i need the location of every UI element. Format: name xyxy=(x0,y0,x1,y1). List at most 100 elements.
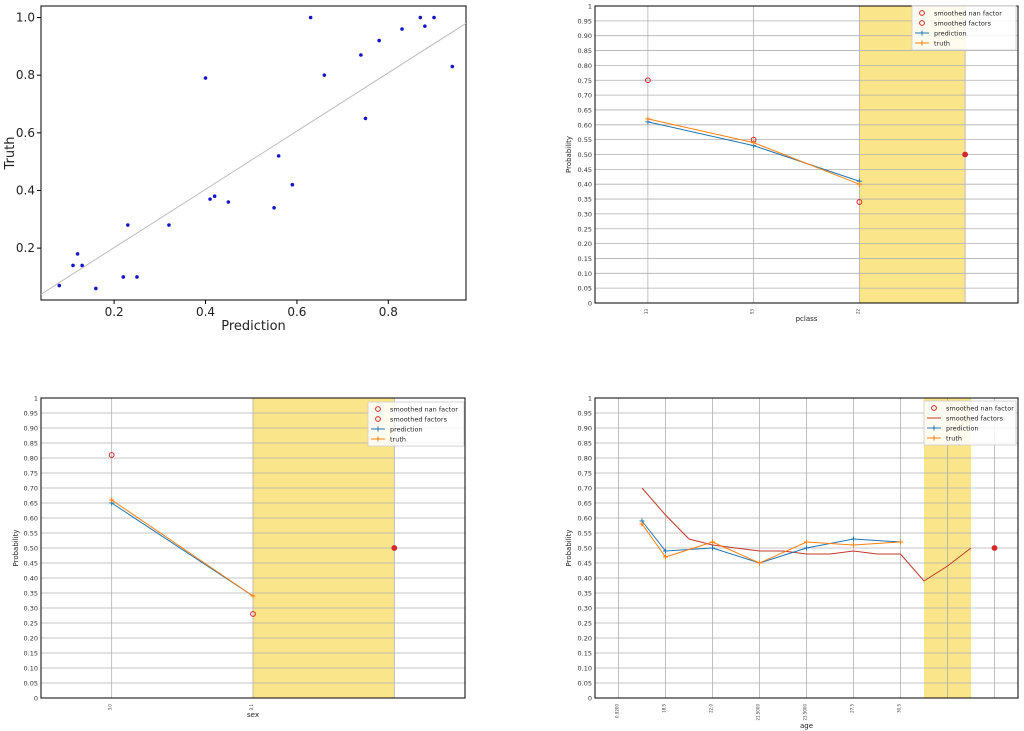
data-point xyxy=(663,548,668,554)
age-probability-chart: 0 0.05 0.10 0.15 0.20 0.25 0.30 0.35 0.40 0.45 0.5… xyxy=(565,395,1019,730)
y-tick-label: 0.35 xyxy=(578,196,592,204)
scatter-point xyxy=(135,275,139,279)
x-axis-label: sex xyxy=(247,711,259,719)
series-line-prediction xyxy=(641,520,901,564)
y-tick-label: 0.70 xyxy=(578,92,592,100)
y-tick-label: 0.25 xyxy=(578,225,592,233)
x-tick-label: 0.2 xyxy=(105,305,124,319)
x-tick-label: 22.0 xyxy=(709,704,714,713)
legend-label: prediction xyxy=(946,425,979,433)
scatter-point xyxy=(121,275,126,279)
data-point xyxy=(851,536,856,542)
legend-label: smoothed factors xyxy=(946,415,1004,423)
scatter-point xyxy=(432,15,436,20)
x-tick-label: 0.4 xyxy=(196,305,215,319)
scatter-point xyxy=(94,286,98,291)
y-tick-label: 0.90 xyxy=(578,425,592,433)
data-point xyxy=(919,10,925,16)
pclass-probability-chart: 0 0.05 0.10 0.15 0.20 0.25 0.30 0.35 0.40 0.45 0.5… xyxy=(565,3,1019,323)
x-tick-label: 18.5 xyxy=(662,704,667,713)
y-tick-label: 0.85 xyxy=(578,440,592,448)
plot-frame xyxy=(594,397,1019,699)
legend-label: prediction xyxy=(390,426,423,434)
x-tick-label: 3.0 xyxy=(108,704,113,711)
y-tick-label: 0.55 xyxy=(578,136,592,144)
y-tick-label: 0.75 xyxy=(578,77,592,85)
scatter-point xyxy=(71,263,75,268)
y-tick-label: 0.30 xyxy=(578,605,592,613)
scatter-point xyxy=(400,27,404,31)
y-tick-label: 0 xyxy=(588,695,592,703)
legend-box xyxy=(367,401,465,447)
x-tick-label: 3.1 xyxy=(249,704,254,711)
data-point xyxy=(108,452,115,458)
scatter-point xyxy=(276,154,281,158)
legend-label: smoothed factors xyxy=(934,20,992,28)
y-tick-label: 0.25 xyxy=(578,620,592,628)
x-axis-label: Prediction xyxy=(221,319,286,334)
y-tick-label: 0.50 xyxy=(578,545,592,553)
y-tick-label: 0.8 xyxy=(16,68,35,82)
y-tick-label: 1 xyxy=(34,395,38,403)
data-point xyxy=(851,542,856,548)
data-point xyxy=(375,416,381,422)
y-tick-label: 0.15 xyxy=(578,255,592,263)
data-point xyxy=(250,593,256,599)
scatter-point xyxy=(80,263,84,268)
x-tick-label: 21.5000 xyxy=(756,704,761,721)
x-tick-label: 33 xyxy=(644,309,649,315)
y-tick-label: 0.50 xyxy=(24,545,38,553)
legend-label: smoothed factors xyxy=(390,416,448,424)
data-point xyxy=(375,426,381,432)
calibration-scatter-chart: 0.2 0.4 0.6 0.8 0.2 0.4 0.6 0.8 1.0 Prediction Tru… xyxy=(3,5,467,334)
y-tick-label: 0.65 xyxy=(24,500,38,508)
data-point xyxy=(804,545,809,551)
y-tick-label: 0.55 xyxy=(578,530,592,538)
data-point xyxy=(931,405,937,411)
data-point xyxy=(639,521,645,527)
y-tick-label: 0.65 xyxy=(578,106,592,114)
series-line-truth xyxy=(641,523,901,564)
scatter-point xyxy=(418,15,423,20)
y-tick-label: 0.05 xyxy=(578,285,592,293)
y-tick-label: 0.05 xyxy=(24,680,38,688)
y-tick-label: 1.0 xyxy=(16,11,35,25)
data-point xyxy=(751,140,757,146)
y-tick-label: 0 xyxy=(34,695,38,703)
y-tick-label: 0.2 xyxy=(16,241,35,255)
data-point xyxy=(757,560,762,566)
plot-frame xyxy=(594,5,1019,304)
y-tick-label: 0.55 xyxy=(24,530,38,538)
y-tick-label: 0.40 xyxy=(578,181,592,189)
scatter-point xyxy=(226,200,231,204)
y-tick-label: 0.40 xyxy=(578,575,592,583)
legend-label: truth xyxy=(390,436,406,444)
x-tick-label: 30.5 xyxy=(897,704,902,713)
y-tick-label: 0.10 xyxy=(578,665,592,673)
legend-box xyxy=(911,5,1017,51)
data-point xyxy=(375,406,381,412)
data-point xyxy=(898,539,903,545)
y-tick-label: 0.85 xyxy=(578,47,592,55)
x-tick-label: 0.9200 xyxy=(615,704,620,718)
y-tick-label: 0.45 xyxy=(24,560,38,568)
reference-line xyxy=(40,22,467,295)
x-tick-label: 0.8 xyxy=(379,305,398,319)
x-tick-label: 22 xyxy=(855,309,860,315)
x-tick-label: 23.5000 xyxy=(803,704,808,721)
plot-frame xyxy=(40,397,466,699)
sex-probability-chart: 0 0.05 0.10 0.15 0.20 0.25 0.30 0.35 0.40 0.45 0.5… xyxy=(12,395,466,719)
y-tick-label: 0.80 xyxy=(24,455,38,463)
y-tick-label: 0.65 xyxy=(578,500,592,508)
y-tick-label: 0.95 xyxy=(24,410,38,418)
data-point xyxy=(991,545,998,551)
y-tick-label: 0.50 xyxy=(578,151,592,159)
y-tick-label: 0.95 xyxy=(578,17,592,25)
y-tick-label: 0.6 xyxy=(16,126,35,140)
y-tick-label: 0.45 xyxy=(578,166,592,174)
y-tick-label: 1 xyxy=(588,395,592,403)
scatter-point xyxy=(290,182,295,187)
y-tick-label: 0 xyxy=(588,300,592,308)
y-tick-label: 0.85 xyxy=(24,440,38,448)
scatter-point xyxy=(208,197,212,201)
